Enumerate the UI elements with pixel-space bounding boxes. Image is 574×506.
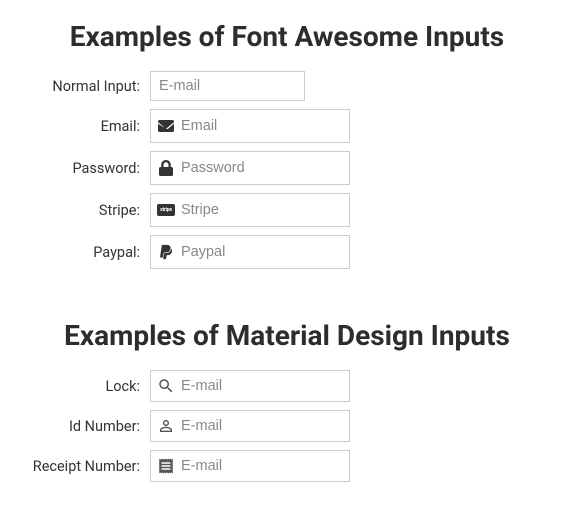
- lock-icon: [151, 160, 181, 176]
- section1-title: Examples of Font Awesome Inputs: [0, 20, 574, 53]
- section2-title: Examples of Material Design Inputs: [0, 319, 574, 352]
- receipt-number-input-wrapper: [150, 450, 350, 482]
- label-stripe: Stripe:: [0, 202, 150, 219]
- label-lock: Lock:: [0, 378, 150, 395]
- label-id-number: Id Number:: [0, 418, 150, 435]
- section2-container: Lock: Id Number: Receipt Number:: [0, 370, 574, 482]
- row-stripe: Stripe: stripe: [0, 193, 574, 227]
- id-number-input[interactable]: [181, 414, 374, 438]
- lock-input-wrapper: [150, 370, 350, 402]
- row-id-number: Id Number:: [0, 410, 574, 442]
- label-receipt-number: Receipt Number:: [0, 458, 150, 475]
- email-input-wrapper: [150, 109, 350, 143]
- password-input[interactable]: [181, 156, 374, 180]
- stripe-input[interactable]: [181, 198, 374, 222]
- id-number-input-wrapper: [150, 410, 350, 442]
- lock-input[interactable]: [181, 374, 374, 398]
- row-paypal: Paypal:: [0, 235, 574, 269]
- label-paypal: Paypal:: [0, 244, 150, 261]
- row-lock: Lock:: [0, 370, 574, 402]
- paypal-input[interactable]: [181, 240, 374, 264]
- receipt-number-input[interactable]: [181, 454, 374, 478]
- label-normal: Normal Input:: [0, 78, 150, 95]
- stripe-icon: stripe: [151, 204, 181, 216]
- row-normal-input: Normal Input:: [0, 71, 574, 101]
- row-receipt-number: Receipt Number:: [0, 450, 574, 482]
- password-input-wrapper: [150, 151, 350, 185]
- stripe-input-wrapper: stripe: [150, 193, 350, 227]
- search-icon: [151, 377, 181, 395]
- normal-input[interactable]: [150, 71, 305, 101]
- label-password: Password:: [0, 160, 150, 177]
- row-password: Password:: [0, 151, 574, 185]
- email-input[interactable]: [181, 114, 374, 138]
- row-email: Email:: [0, 109, 574, 143]
- label-email: Email:: [0, 118, 150, 135]
- person-icon: [151, 417, 181, 435]
- paypal-input-wrapper: [150, 235, 350, 269]
- section1-container: Normal Input: Email: Password: Stripe: s…: [0, 71, 574, 269]
- receipt-icon: [151, 457, 181, 475]
- envelope-icon: [151, 118, 181, 134]
- paypal-icon: [151, 244, 181, 260]
